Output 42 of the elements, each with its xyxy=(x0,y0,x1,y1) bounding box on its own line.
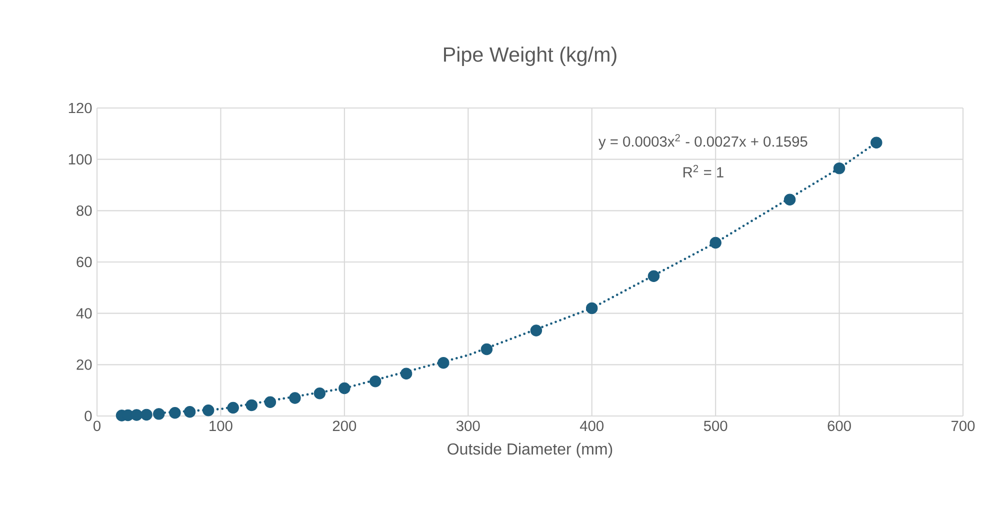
point xyxy=(227,402,239,414)
chart-title: Pipe Weight (kg/m) xyxy=(444,46,616,66)
x-axis-title: Outside Diameter (mm) xyxy=(448,442,612,458)
y-tick-label: 0 xyxy=(84,410,92,422)
annotation: y = 0.0003x$^{2}$ - 0.0027x + 0.1595 xyxy=(598,134,808,150)
point xyxy=(586,302,598,314)
y-tick-label: 120 xyxy=(68,102,92,114)
point xyxy=(870,136,882,149)
x-tick-label: 300 xyxy=(456,420,480,432)
point xyxy=(784,194,796,206)
point xyxy=(246,399,258,412)
point xyxy=(648,270,660,282)
y-tick-label: 20 xyxy=(76,359,92,370)
point xyxy=(140,408,152,421)
point xyxy=(184,406,196,418)
point xyxy=(480,343,493,356)
y-tick-label: 100 xyxy=(68,154,92,165)
point xyxy=(530,324,542,336)
point xyxy=(710,236,722,249)
x-tick-label: 0 xyxy=(93,420,100,432)
point xyxy=(369,375,382,388)
y-tick-label: 40 xyxy=(76,308,92,319)
point xyxy=(264,396,276,408)
annotation: R$^{2}$ = 1 xyxy=(683,164,724,178)
point xyxy=(153,408,165,420)
point xyxy=(169,407,181,419)
point xyxy=(202,404,214,416)
point xyxy=(400,368,412,380)
x-tick-label: 100 xyxy=(210,420,232,432)
y-tick-label: 60 xyxy=(76,256,92,268)
point xyxy=(130,409,142,421)
point xyxy=(289,392,301,404)
x-tick-label: 500 xyxy=(704,420,728,432)
x-tick-label: 200 xyxy=(332,420,356,432)
point xyxy=(314,388,326,400)
point xyxy=(438,356,450,369)
x-tick-label: 600 xyxy=(828,420,851,432)
y-tick-label: 80 xyxy=(76,205,92,216)
x-tick-label: 400 xyxy=(580,420,604,432)
point xyxy=(833,162,846,174)
x-tick-label: 700 xyxy=(952,420,975,432)
point xyxy=(338,382,350,394)
